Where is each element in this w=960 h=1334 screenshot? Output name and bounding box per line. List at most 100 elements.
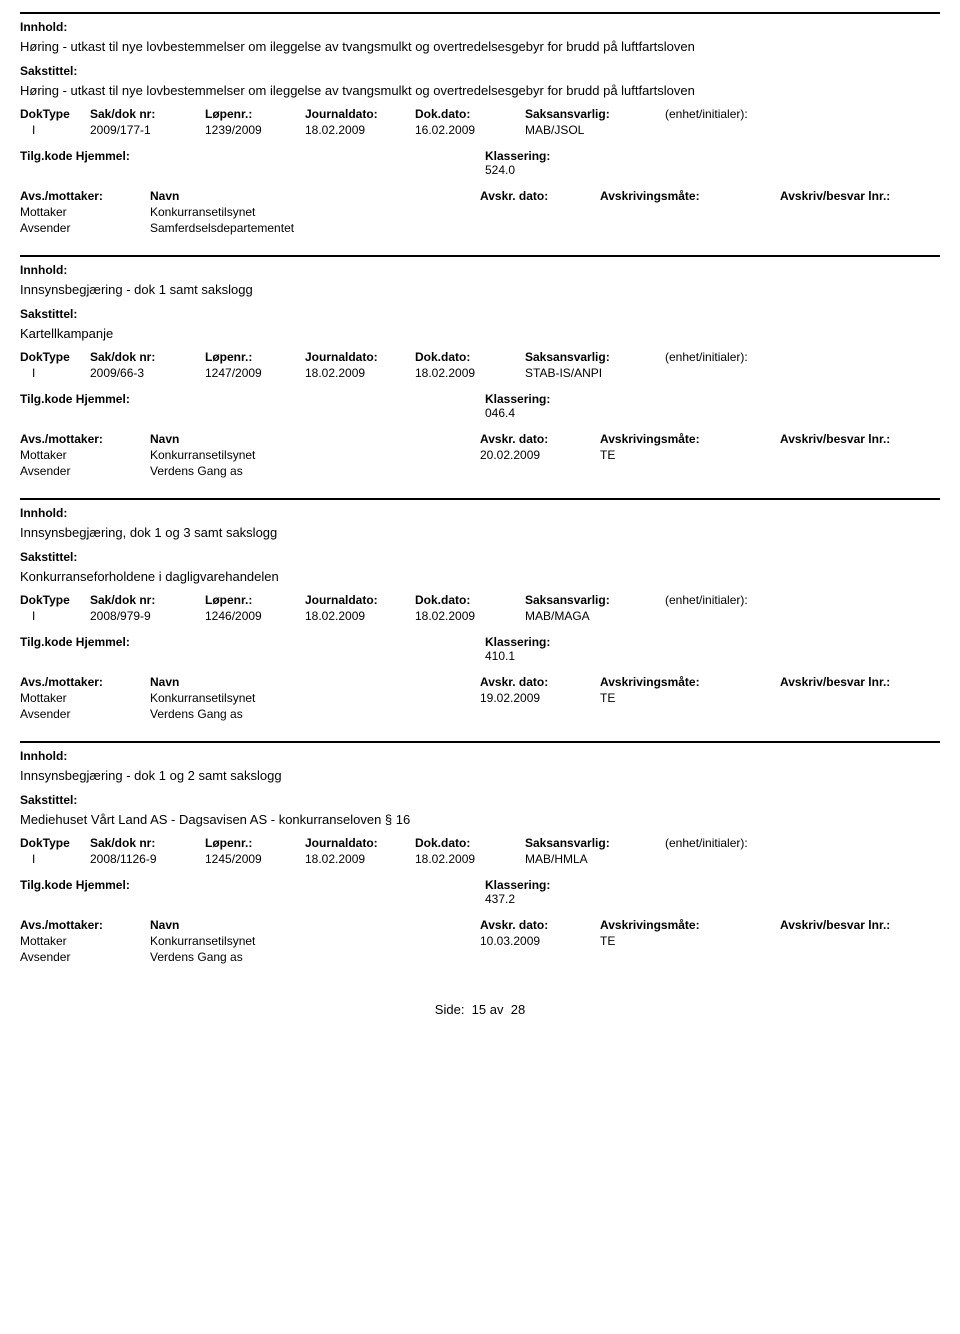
page-footer: Side: 15 av 28: [20, 1002, 940, 1017]
doktype-label: DokType: [20, 350, 90, 364]
dokdato-value: 18.02.2009: [415, 852, 525, 866]
side-label: Side:: [435, 1002, 465, 1017]
innhold-label: Innhold:: [20, 749, 940, 763]
saksansvarlig-label: Saksansvarlig:: [525, 350, 665, 364]
journaldato-value: 18.02.2009: [305, 123, 415, 137]
mottaker-navn: Konkurransetilsynet: [150, 934, 480, 948]
hjemmel-label: Hjemmel:: [76, 878, 130, 892]
journaldato-label: Journaldato:: [305, 350, 415, 364]
lopenr-value: 1246/2009: [205, 609, 305, 623]
tilgkode-label: Tilg.kode: [20, 635, 72, 649]
klassering-value: 046.4: [485, 406, 625, 420]
avskrdato-label: Avskr. dato:: [480, 918, 600, 932]
page-current: 15: [472, 1002, 486, 1017]
klassering-label: Klassering:: [485, 149, 625, 163]
dokdato-value: 18.02.2009: [415, 366, 525, 380]
sakdoknr-value: 2008/1126-9: [90, 852, 205, 866]
sakdoknr-label: Sak/dok nr:: [90, 593, 205, 607]
navn-label: Navn: [150, 189, 480, 203]
lopenr-value: 1245/2009: [205, 852, 305, 866]
journal-entry: Innhold: Innsynsbegjæring - dok 1 samt s…: [20, 255, 940, 498]
avskrdato-label: Avskr. dato:: [480, 432, 600, 446]
lopenr-value: 1247/2009: [205, 366, 305, 380]
sakdoknr-label: Sak/dok nr:: [90, 350, 205, 364]
dokdato-label: Dok.dato:: [415, 350, 525, 364]
avskrivingsmate-label: Avskrivingsmåte:: [600, 189, 780, 203]
hjemmel-label: Hjemmel:: [76, 149, 130, 163]
sakdoknr-label: Sak/dok nr:: [90, 836, 205, 850]
mottaker-role: Mottaker: [20, 205, 150, 219]
avskrivbesvar-label: Avskriv/besvar lnr.:: [780, 675, 930, 689]
enhet-value: [665, 609, 845, 623]
mottaker-avskrmate: TE: [600, 691, 780, 705]
mottaker-besvar: [780, 205, 930, 219]
saksansvarlig-label: Saksansvarlig:: [525, 107, 665, 121]
mottaker-avskrdato: 10.03.2009: [480, 934, 600, 948]
avsmottaker-label: Avs./mottaker:: [20, 918, 150, 932]
klassering-value: 437.2: [485, 892, 625, 906]
sakstittel-label: Sakstittel:: [20, 64, 940, 78]
doktype-value: I: [20, 366, 90, 380]
hjemmel-value: [205, 149, 485, 163]
innhold-label: Innhold:: [20, 263, 940, 277]
avsender-role: Avsender: [20, 707, 150, 721]
klassering-label: Klassering:: [485, 635, 625, 649]
mottaker-navn: Konkurransetilsynet: [150, 448, 480, 462]
sakdoknr-label: Sak/dok nr:: [90, 107, 205, 121]
sakstittel-label: Sakstittel:: [20, 550, 940, 564]
hjemmel-label: Hjemmel:: [76, 635, 130, 649]
page-av: av: [490, 1002, 504, 1017]
journaldato-value: 18.02.2009: [305, 852, 415, 866]
mottaker-navn: Konkurransetilsynet: [150, 205, 480, 219]
navn-label: Navn: [150, 918, 480, 932]
journaldato-label: Journaldato:: [305, 593, 415, 607]
enhet-label: (enhet/initialer):: [665, 593, 845, 607]
mottaker-besvar: [780, 691, 930, 705]
avsmottaker-label: Avs./mottaker:: [20, 432, 150, 446]
mottaker-navn: Konkurransetilsynet: [150, 691, 480, 705]
dokdato-value: 16.02.2009: [415, 123, 525, 137]
avskrivingsmate-label: Avskrivingsmåte:: [600, 675, 780, 689]
doktype-label: DokType: [20, 107, 90, 121]
saksansvarlig-label: Saksansvarlig:: [525, 836, 665, 850]
avsender-role: Avsender: [20, 950, 150, 964]
klassering-value: 410.1: [485, 649, 625, 663]
hjemmel-label: Hjemmel:: [76, 392, 130, 406]
hjemmel-value: [205, 392, 485, 406]
sakstittel-label: Sakstittel:: [20, 307, 940, 321]
hjemmel-value: [205, 878, 485, 892]
page-total: 28: [511, 1002, 525, 1017]
journal-entry: Innhold: Innsynsbegjæring, dok 1 og 3 sa…: [20, 498, 940, 741]
avskrivbesvar-label: Avskriv/besvar lnr.:: [780, 918, 930, 932]
innhold-text: Innsynsbegjæring - dok 1 og 2 samt saksl…: [20, 767, 940, 785]
lopenr-label: Løpenr.:: [205, 593, 305, 607]
lopenr-label: Løpenr.:: [205, 350, 305, 364]
tilgkode-label: Tilg.kode: [20, 878, 72, 892]
sakstittel-text: Kartellkampanje: [20, 325, 940, 343]
innhold-text: Innsynsbegjæring, dok 1 og 3 samt sakslo…: [20, 524, 940, 542]
mottaker-avskrdato: 20.02.2009: [480, 448, 600, 462]
innhold-label: Innhold:: [20, 20, 940, 34]
lopenr-value: 1239/2009: [205, 123, 305, 137]
navn-label: Navn: [150, 432, 480, 446]
enhet-value: [665, 123, 845, 137]
avskrivbesvar-label: Avskriv/besvar lnr.:: [780, 189, 930, 203]
navn-label: Navn: [150, 675, 480, 689]
mottaker-avskrmate: TE: [600, 448, 780, 462]
tilgkode-label: Tilg.kode: [20, 149, 72, 163]
mottaker-avskrmate: TE: [600, 934, 780, 948]
saksansvarlig-value: MAB/MAGA: [525, 609, 665, 623]
klassering-value: 524.0: [485, 163, 625, 177]
innhold-text: Høring - utkast til nye lovbestemmelser …: [20, 38, 940, 56]
doktype-value: I: [20, 852, 90, 866]
dokdato-label: Dok.dato:: [415, 593, 525, 607]
sakdoknr-value: 2009/177-1: [90, 123, 205, 137]
enhet-label: (enhet/initialer):: [665, 350, 845, 364]
klassering-label: Klassering:: [485, 392, 625, 406]
doktype-label: DokType: [20, 836, 90, 850]
avskrivingsmate-label: Avskrivingsmåte:: [600, 432, 780, 446]
enhet-value: [665, 366, 845, 380]
hjemmel-value: [205, 635, 485, 649]
avsmottaker-label: Avs./mottaker:: [20, 189, 150, 203]
journaldato-label: Journaldato:: [305, 107, 415, 121]
